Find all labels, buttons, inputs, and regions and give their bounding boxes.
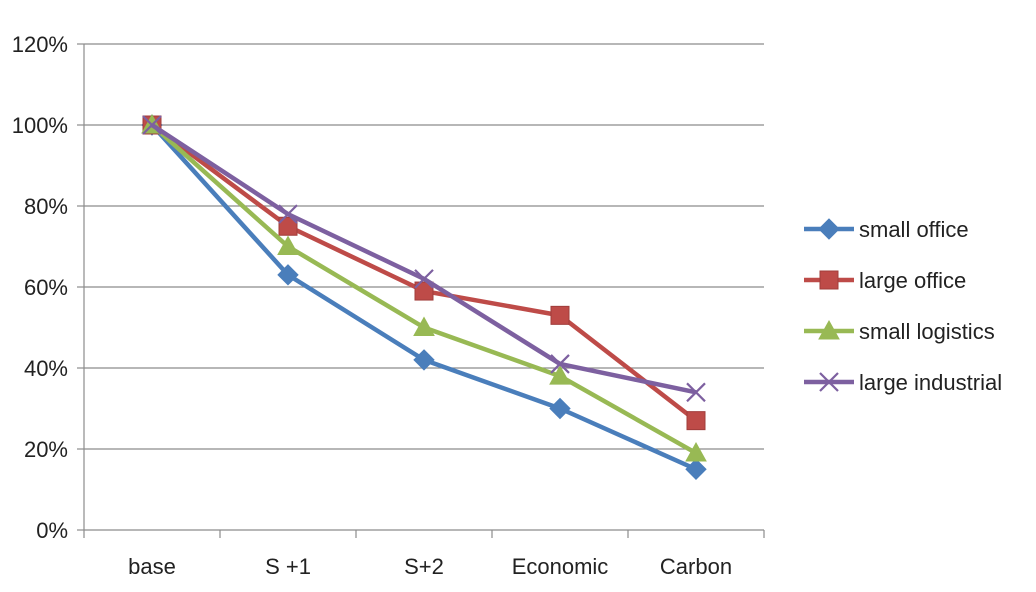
- series-large-office: [142, 115, 706, 431]
- legend-marker: [819, 270, 839, 290]
- legend-item-small-logistics: small logistics: [804, 319, 995, 344]
- legend-item-large-office: large office: [804, 268, 966, 293]
- y-tick-label: 60%: [24, 275, 68, 300]
- data-point-large-office: [414, 281, 434, 301]
- data-point-small-logistics: [413, 316, 435, 336]
- y-tick-label: 80%: [24, 194, 68, 219]
- data-point-small-office: [413, 349, 435, 371]
- x-tick-label: Economic: [512, 554, 609, 579]
- data-point-large-office: [550, 305, 570, 325]
- data-point-small-logistics: [277, 235, 299, 255]
- data-point-large-industrial: [142, 115, 162, 135]
- data-point-small-logistics: [549, 365, 571, 385]
- x-tick-label: Carbon: [660, 554, 732, 579]
- data-point-small-office: [277, 264, 299, 286]
- data-point-large-industrial: [414, 269, 434, 289]
- legend-item-small-office: small office: [804, 217, 969, 242]
- legend-marker: [819, 372, 839, 392]
- legend-marker: [818, 319, 840, 340]
- legend-label: large office: [859, 268, 966, 293]
- y-tick-label: 100%: [12, 113, 68, 138]
- y-tick-label: 0%: [36, 518, 68, 543]
- x-tick-label: S +1: [265, 554, 311, 579]
- x-tick-label: S+2: [404, 554, 444, 579]
- legend-label: large industrial: [859, 370, 1002, 395]
- legend-marker: [818, 218, 840, 240]
- legend-label: small office: [859, 217, 969, 242]
- series-large-industrial: [142, 115, 706, 403]
- y-axis-tick-labels: 0% 20% 40% 60% 80% 100% 120%: [12, 32, 68, 543]
- data-point-large-office: [278, 216, 298, 236]
- gridlines: [84, 43, 764, 450]
- legend: small office large office small logistics l…: [804, 217, 1002, 395]
- axes: [77, 43, 765, 538]
- y-tick-label: 120%: [12, 32, 68, 57]
- y-tick-label: 20%: [24, 437, 68, 462]
- data-point-small-office: [549, 397, 571, 420]
- data-point-small-logistics: [685, 442, 707, 462]
- data-series: [141, 113, 707, 480]
- legend-item-large-industrial: large industrial: [804, 370, 1002, 395]
- data-point-small-office: [685, 458, 707, 480]
- data-point-large-industrial: [686, 382, 706, 403]
- y-tick-label: 40%: [24, 356, 68, 381]
- legend-label: small logistics: [859, 319, 995, 344]
- x-tick-label: base: [128, 554, 176, 579]
- data-point-large-industrial: [278, 204, 298, 224]
- x-axis-tick-labels: base S +1 S+2 Economic Carbon: [128, 554, 732, 579]
- data-point-large-industrial: [550, 354, 570, 374]
- data-point-large-office: [686, 411, 706, 431]
